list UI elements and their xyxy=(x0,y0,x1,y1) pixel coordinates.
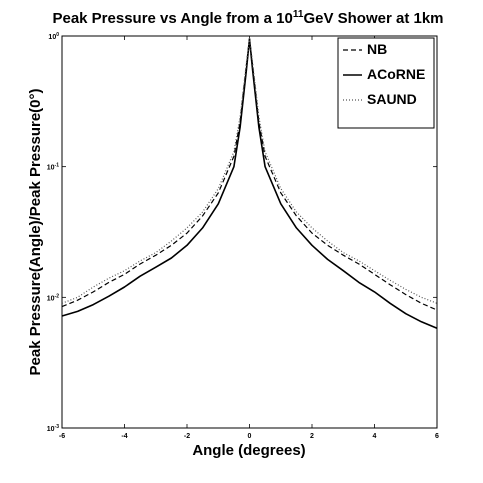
series-line-saund xyxy=(61,37,438,304)
series-layer xyxy=(61,37,438,329)
x-tick-label: 2 xyxy=(310,433,314,440)
x-tick-label: -6 xyxy=(59,433,65,440)
y-axis-label-group: Peak Pressure(Angle)/Peak Pressure(0°) xyxy=(27,89,44,376)
y-tick-label: 10-2 xyxy=(47,293,59,302)
y-tick-label: 10-3 xyxy=(47,424,59,433)
x-tick-label: 4 xyxy=(373,433,377,440)
legend-box xyxy=(337,37,435,129)
x-tick-label: 0 xyxy=(248,433,252,440)
legend-label-acorne: ACoRNE xyxy=(367,66,425,82)
title-main: Peak Pressure vs Angle from a 10 xyxy=(52,10,292,27)
title-superscript: 11 xyxy=(293,9,304,20)
y-tick-labels: 10-3 10-2 10-1 100 xyxy=(47,32,59,433)
x-tick-label: -2 xyxy=(184,433,190,440)
x-tick-labels: -6 -4 -2 0 2 4 6 xyxy=(59,433,439,440)
y-tick-label: 10-1 xyxy=(47,163,59,172)
axis-ticks xyxy=(61,35,438,429)
legend: NB ACoRNE SAUND xyxy=(337,37,435,129)
plot-area xyxy=(61,35,438,429)
x-tick-label: 6 xyxy=(435,433,439,440)
y-tick-label: 100 xyxy=(48,32,59,41)
chart-title: Peak Pressure vs Angle from a 1011GeV Sh… xyxy=(52,9,443,27)
y-axis-label: Peak Pressure(Angle)/Peak Pressure(0°) xyxy=(27,89,44,376)
x-tick-label: -4 xyxy=(121,433,127,440)
legend-label-saund: SAUND xyxy=(367,91,417,107)
legend-label-nb: NB xyxy=(367,41,387,57)
title-rest: GeV Shower at 1km xyxy=(303,10,443,27)
x-axis-label: Angle (degrees) xyxy=(192,442,305,459)
